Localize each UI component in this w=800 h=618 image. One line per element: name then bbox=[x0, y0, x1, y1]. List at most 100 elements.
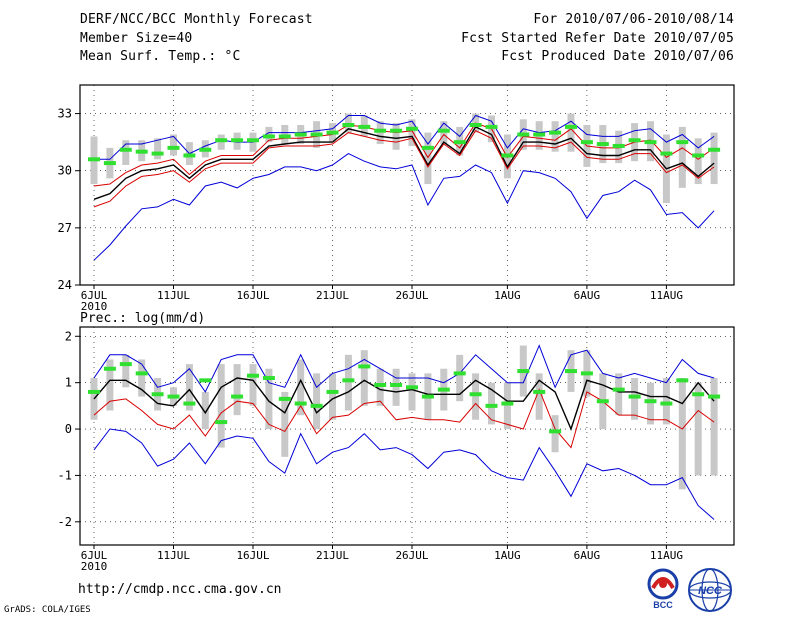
marker bbox=[215, 420, 228, 425]
marker bbox=[326, 389, 339, 394]
spread-box bbox=[472, 373, 480, 420]
marker bbox=[167, 145, 180, 150]
x-tick-label: 6AUG bbox=[574, 549, 601, 562]
ncc-logo: NCC bbox=[688, 568, 732, 612]
marker bbox=[262, 376, 275, 381]
spread-box bbox=[185, 364, 193, 411]
marker bbox=[231, 138, 244, 143]
spread-box bbox=[710, 378, 718, 476]
y-tick-label: 30 bbox=[58, 164, 72, 178]
marker bbox=[421, 394, 434, 399]
panel-title-precip: Prec.: log(mm/d) bbox=[80, 311, 205, 326]
marker bbox=[88, 389, 100, 394]
marker bbox=[342, 378, 355, 383]
marker bbox=[183, 401, 196, 406]
spread-box bbox=[456, 354, 464, 402]
x-tick-label: 6JUL bbox=[81, 549, 108, 562]
marker bbox=[278, 396, 291, 401]
spread-box bbox=[297, 359, 305, 416]
x-tick-label: 21JUL bbox=[316, 289, 349, 302]
marker bbox=[660, 401, 673, 406]
marker bbox=[437, 128, 450, 133]
website-url[interactable]: http://cmdp.ncc.cma.gov.cn bbox=[78, 582, 282, 597]
marker bbox=[135, 149, 148, 154]
plot-frame bbox=[79, 84, 735, 286]
marker bbox=[453, 140, 466, 145]
marker bbox=[390, 128, 403, 133]
marker bbox=[374, 382, 387, 387]
spread-box bbox=[376, 368, 384, 406]
spread-box bbox=[647, 382, 654, 425]
marker bbox=[628, 394, 641, 399]
spread-box bbox=[313, 373, 321, 430]
marker bbox=[231, 394, 244, 399]
spread-box bbox=[615, 373, 623, 416]
x-tick-label: 21JUL bbox=[316, 549, 349, 562]
series-line-ensemble bbox=[93, 388, 715, 449]
series-line-mean bbox=[93, 377, 715, 431]
forecast-start-date: Fcst Started Refer Date 2010/07/05 bbox=[461, 31, 734, 46]
spread-box bbox=[678, 126, 686, 188]
x-tick-year: 2010 bbox=[81, 560, 108, 573]
marker bbox=[119, 362, 132, 367]
marker bbox=[326, 130, 339, 135]
spread-box bbox=[344, 354, 352, 411]
spread-box bbox=[408, 119, 416, 146]
x-tick-label: 11AUG bbox=[650, 549, 683, 562]
marker bbox=[533, 132, 546, 137]
marker bbox=[310, 132, 323, 137]
marker bbox=[517, 132, 530, 137]
marker bbox=[358, 124, 371, 129]
marker bbox=[565, 369, 577, 374]
spread-box bbox=[678, 378, 686, 490]
marker bbox=[278, 134, 291, 139]
marker bbox=[199, 147, 212, 152]
marker bbox=[580, 140, 593, 145]
marker bbox=[390, 382, 403, 387]
marker bbox=[692, 392, 705, 397]
series-line-ensemble2 bbox=[93, 130, 715, 208]
marker bbox=[247, 138, 259, 143]
marker bbox=[310, 403, 323, 408]
marker bbox=[612, 143, 625, 148]
spread-box bbox=[694, 382, 702, 476]
marker bbox=[294, 132, 307, 137]
spread-box bbox=[233, 364, 241, 416]
spread-box bbox=[106, 359, 114, 411]
spread-box bbox=[551, 121, 559, 152]
x-tick-label: 1AUG bbox=[494, 289, 521, 302]
marker bbox=[628, 138, 641, 143]
variable-label-temp: Mean Surf. Temp.: °C bbox=[80, 49, 241, 64]
spread-box bbox=[170, 134, 177, 156]
y-tick-label: 33 bbox=[58, 107, 72, 121]
spread-box bbox=[201, 391, 209, 430]
forecast-period: For 2010/07/06-2010/08/14 bbox=[533, 12, 734, 27]
marker bbox=[199, 378, 212, 383]
marker bbox=[501, 153, 514, 158]
marker bbox=[374, 128, 387, 133]
marker bbox=[262, 134, 275, 139]
marker bbox=[580, 371, 593, 376]
x-tick-label: 1AUG bbox=[494, 549, 521, 562]
ncc-logo-text: NCC bbox=[698, 585, 723, 597]
marker bbox=[88, 157, 100, 162]
marker bbox=[215, 138, 228, 143]
marker bbox=[485, 403, 498, 408]
spread-box bbox=[694, 138, 702, 185]
marker bbox=[469, 123, 482, 127]
marker bbox=[294, 401, 307, 406]
spread-box bbox=[567, 113, 575, 152]
spread-box bbox=[138, 359, 146, 397]
spread-box bbox=[249, 364, 257, 406]
spread-box bbox=[392, 123, 400, 150]
forecast-produced-date: Fcst Produced Date 2010/07/06 bbox=[501, 49, 734, 64]
spread-box bbox=[329, 373, 336, 420]
marker bbox=[119, 147, 132, 152]
y-tick-label: 0 bbox=[65, 422, 72, 436]
x-tick-label: 6JUL bbox=[81, 289, 108, 302]
y-tick-label: 24 bbox=[58, 278, 72, 292]
series-line-max bbox=[94, 114, 715, 160]
marker bbox=[565, 124, 577, 129]
